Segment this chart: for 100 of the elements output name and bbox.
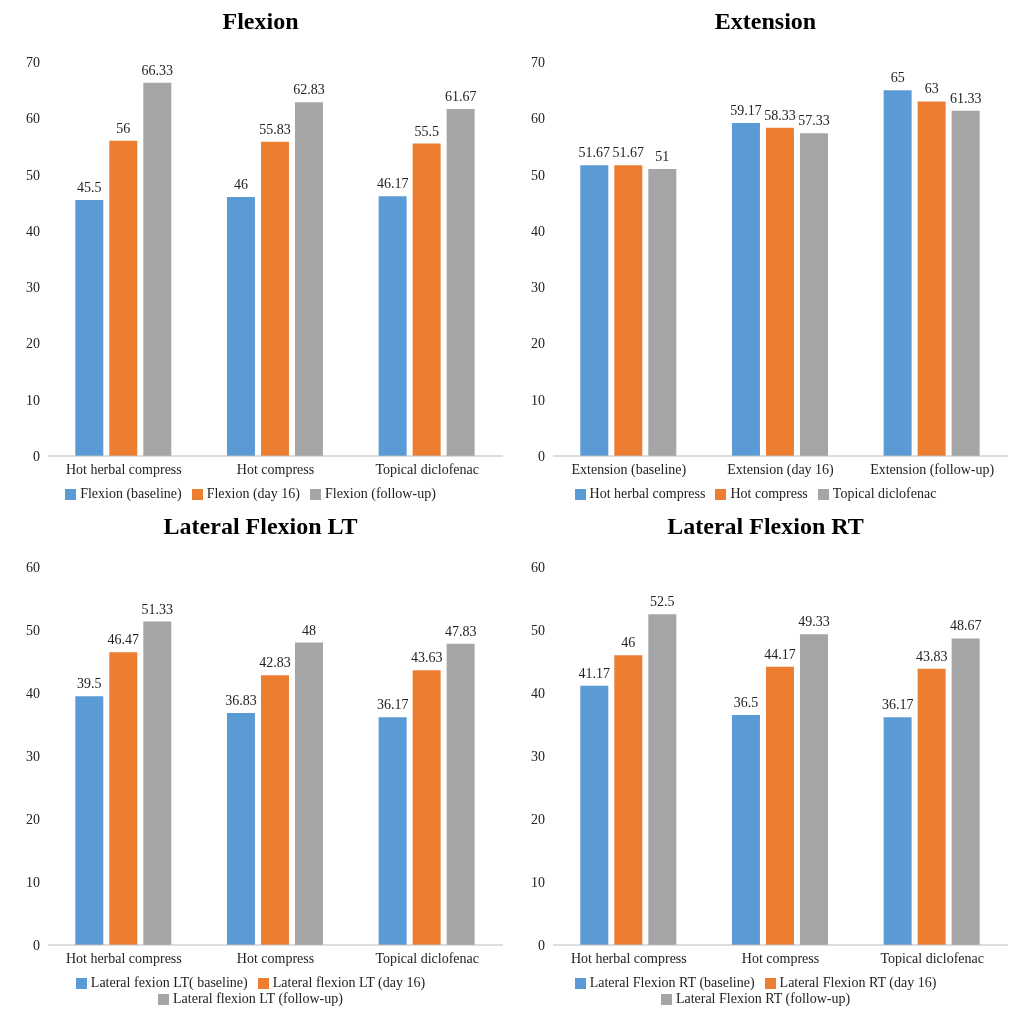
chart-title: Flexion bbox=[221, 8, 300, 36]
data-label: 41.17 bbox=[578, 665, 611, 681]
y-tick-label: 30 bbox=[531, 748, 545, 764]
data-label: 36.17 bbox=[881, 697, 914, 713]
data-label: 58.33 bbox=[764, 107, 796, 123]
bar bbox=[799, 133, 828, 456]
bar bbox=[412, 670, 441, 945]
bar bbox=[580, 685, 609, 945]
bar bbox=[951, 110, 980, 456]
y-tick-label: 60 bbox=[531, 111, 545, 127]
bar bbox=[109, 140, 138, 456]
y-tick-label: 50 bbox=[26, 167, 40, 183]
chart-title: Extension bbox=[713, 8, 818, 36]
bar bbox=[226, 712, 255, 945]
legend-label: Lateral Flexion RT (baseline) bbox=[589, 975, 755, 990]
bar bbox=[951, 638, 980, 945]
data-label: 63 bbox=[924, 81, 939, 97]
y-tick-label: 50 bbox=[531, 622, 545, 638]
bar bbox=[799, 634, 828, 945]
data-label: 36.17 bbox=[376, 697, 409, 713]
data-label: 51.67 bbox=[612, 145, 645, 161]
x-tick-label: Hot compress bbox=[741, 950, 820, 966]
data-label: 55.83 bbox=[259, 121, 291, 137]
y-tick-label: 50 bbox=[26, 622, 40, 638]
bar bbox=[765, 666, 794, 945]
data-label: 66.33 bbox=[141, 62, 174, 78]
bar bbox=[412, 143, 441, 456]
y-tick-label: 20 bbox=[26, 811, 40, 827]
bar bbox=[917, 101, 946, 456]
bar bbox=[580, 165, 609, 456]
data-label: 55.5 bbox=[414, 123, 439, 139]
bar bbox=[75, 696, 104, 945]
bar bbox=[75, 199, 104, 456]
y-tick-label: 10 bbox=[531, 392, 545, 408]
legend-label: Hot herbal compress bbox=[589, 486, 706, 501]
legend-label: Lateral Flexion RT (day 16) bbox=[779, 975, 937, 990]
chart-title: Lateral Flexion LT bbox=[162, 513, 359, 541]
data-label: 44.17 bbox=[764, 646, 796, 662]
x-tick-label: Topical diclofenac bbox=[880, 950, 984, 966]
bar bbox=[378, 196, 407, 456]
data-label: 48 bbox=[301, 622, 316, 638]
x-tick-label: Extension (follow-up) bbox=[870, 461, 995, 478]
y-tick-label: 60 bbox=[531, 559, 545, 575]
y-tick-label: 20 bbox=[26, 336, 40, 352]
bar bbox=[731, 715, 760, 945]
bar bbox=[143, 82, 172, 456]
y-tick-label: 10 bbox=[26, 874, 40, 890]
y-tick-label: 20 bbox=[531, 336, 545, 352]
legend-label: Flexion (baseline) bbox=[80, 486, 182, 501]
y-tick-label: 60 bbox=[26, 111, 40, 127]
bar bbox=[614, 655, 643, 945]
x-tick-label: Extension (day 16) bbox=[727, 461, 835, 478]
bar bbox=[446, 643, 475, 945]
legend-label: Topical diclofenac bbox=[832, 486, 937, 501]
data-label: 48.67 bbox=[949, 618, 982, 634]
bar bbox=[917, 668, 946, 945]
chart-title: Lateral Flexion RT bbox=[666, 513, 865, 541]
bar bbox=[765, 127, 794, 456]
bar bbox=[883, 717, 912, 945]
x-tick-label: Topical diclofenac bbox=[375, 950, 479, 966]
data-label: 65 bbox=[890, 70, 905, 86]
data-label: 57.33 bbox=[798, 113, 830, 129]
data-label: 36.83 bbox=[225, 692, 257, 708]
data-label: 43.83 bbox=[915, 648, 948, 664]
y-tick-label: 40 bbox=[26, 223, 40, 239]
y-tick-label: 0 bbox=[538, 448, 545, 464]
bar bbox=[648, 614, 677, 945]
legend-label: Hot compress bbox=[730, 486, 808, 501]
x-tick-label: Extension (baseline) bbox=[571, 461, 687, 478]
x-tick-label: Hot herbal compress bbox=[65, 950, 182, 966]
bar bbox=[226, 197, 255, 456]
legend-label: Flexion (follow-up) bbox=[324, 486, 436, 501]
data-label: 62.83 bbox=[293, 82, 325, 98]
bar bbox=[260, 141, 289, 456]
bar bbox=[260, 675, 289, 945]
data-label: 49.33 bbox=[798, 614, 830, 630]
data-label: 46 bbox=[621, 635, 636, 651]
y-tick-label: 20 bbox=[531, 811, 545, 827]
data-label: 46.17 bbox=[376, 176, 409, 192]
data-label: 39.5 bbox=[77, 676, 102, 692]
legend-label: Lateral fexion LT( baseline) bbox=[90, 975, 248, 990]
data-label: 59.17 bbox=[730, 102, 762, 118]
y-tick-label: 70 bbox=[531, 54, 545, 70]
y-tick-label: 30 bbox=[26, 748, 40, 764]
data-label: 61.67 bbox=[444, 88, 477, 104]
y-tick-label: 10 bbox=[531, 874, 545, 890]
data-label: 52.5 bbox=[650, 594, 675, 610]
data-label: 43.63 bbox=[410, 650, 443, 666]
bar bbox=[614, 165, 643, 456]
data-label: 51 bbox=[655, 148, 670, 164]
legend-label: Lateral flexion LT (day 16) bbox=[272, 975, 426, 990]
legend-label: Flexion (day 16) bbox=[206, 486, 300, 501]
bar bbox=[109, 652, 138, 945]
y-tick-label: 40 bbox=[531, 685, 545, 701]
x-tick-label: Hot compress bbox=[236, 950, 315, 966]
data-label: 56 bbox=[116, 120, 131, 136]
bar bbox=[378, 717, 407, 945]
y-tick-label: 40 bbox=[26, 685, 40, 701]
y-tick-label: 60 bbox=[26, 559, 40, 575]
data-label: 45.5 bbox=[77, 179, 102, 195]
